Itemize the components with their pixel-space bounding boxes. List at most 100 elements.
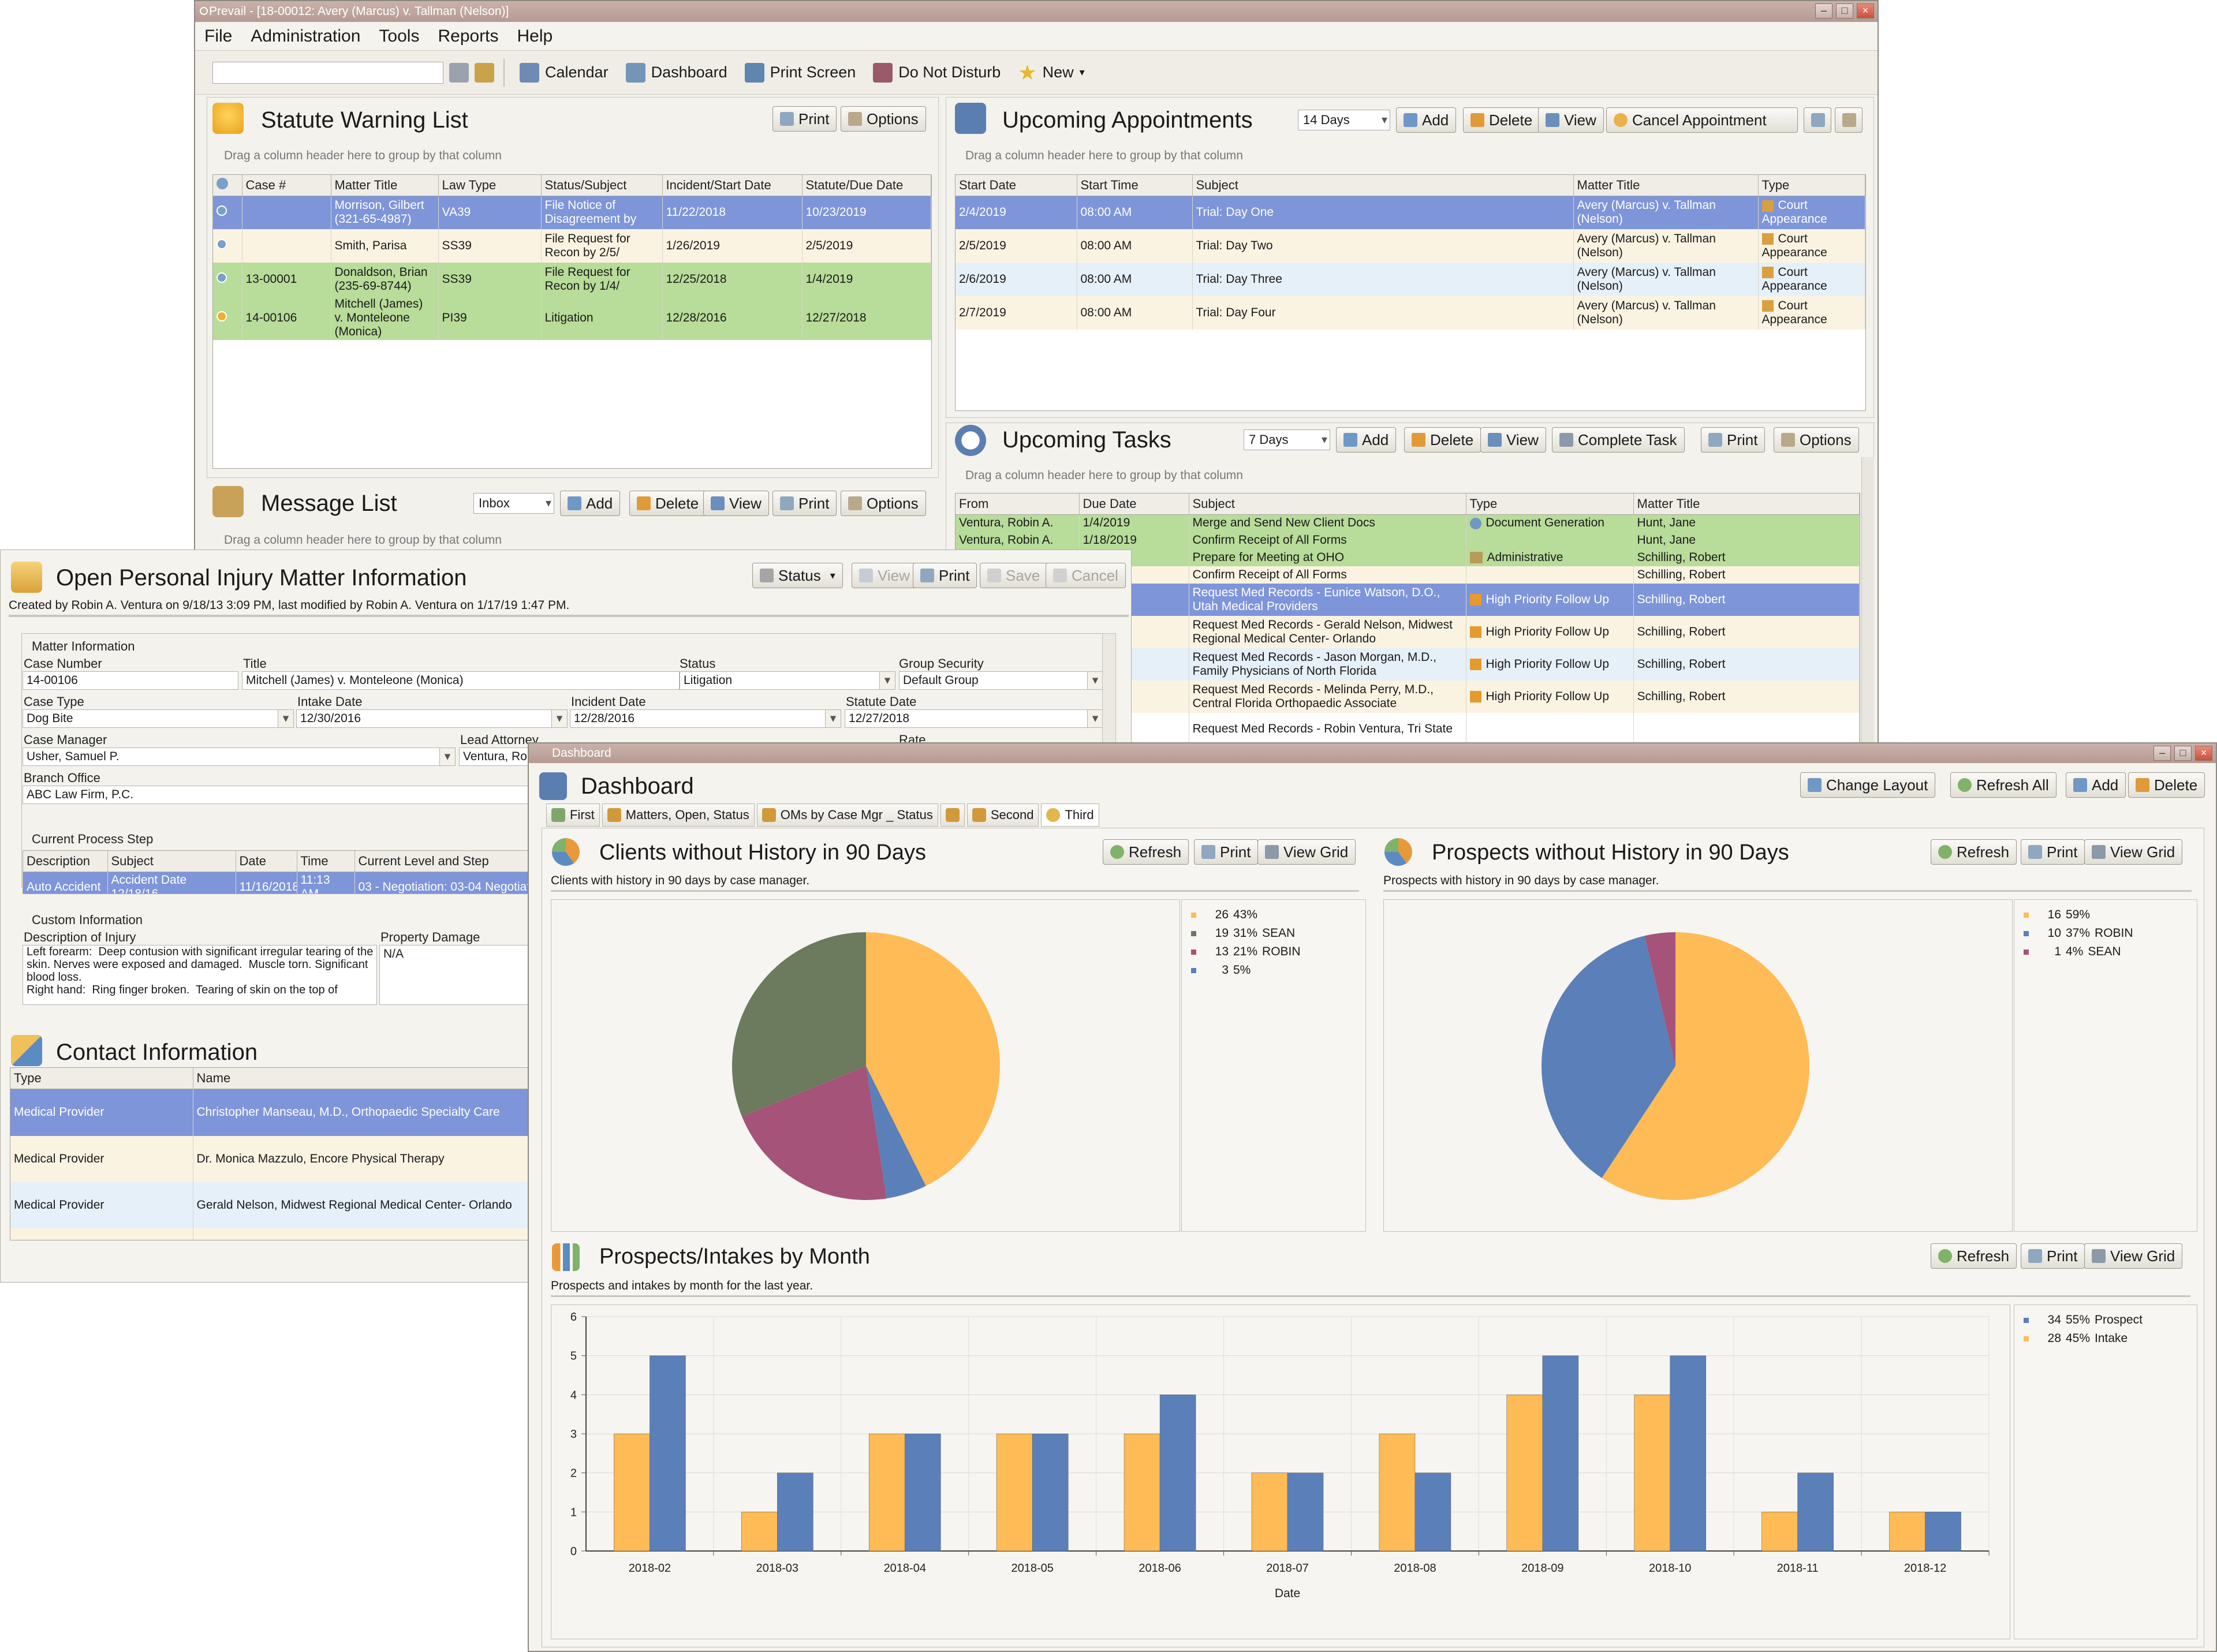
complete-task-button[interactable]: Complete Task bbox=[1552, 427, 1685, 453]
clients-print-button[interactable]: Print bbox=[1194, 839, 1259, 865]
group-security-select[interactable]: Default Group bbox=[899, 671, 1103, 690]
clients-view-grid-button[interactable]: View Grid bbox=[1257, 839, 1356, 865]
tab-oms-by-case-mgr[interactable]: OMs by Case Mgr _ Status bbox=[756, 803, 938, 827]
col-start-date[interactable]: Start Date bbox=[956, 175, 1077, 196]
status-button[interactable]: Status ▾ bbox=[752, 563, 843, 588]
col-date[interactable]: Date bbox=[236, 851, 297, 872]
statute-date-field[interactable]: 12/27/2018 bbox=[845, 709, 1103, 728]
refresh-all-button[interactable]: Refresh All bbox=[1950, 772, 2056, 798]
intakes-print-button[interactable]: Print bbox=[2021, 1243, 2085, 1269]
case-type-select[interactable]: Dog Bite bbox=[23, 709, 294, 728]
intakes-refresh-button[interactable]: Refresh bbox=[1931, 1243, 2017, 1269]
tasks-range-select[interactable]: 7 Days bbox=[1244, 429, 1330, 450]
tab-matters-open-status[interactable]: Matters, Open, Status bbox=[602, 803, 755, 827]
statute-row[interactable]: Smith, Parisa SS39 File Request for Recon … bbox=[213, 229, 931, 263]
appointments-print-button[interactable] bbox=[1804, 107, 1831, 133]
intake-date-field[interactable]: 12/30/2016 bbox=[296, 709, 568, 728]
change-layout-button[interactable]: Change Layout bbox=[1800, 772, 1936, 798]
close-button[interactable]: × bbox=[2195, 746, 2212, 761]
statute-row[interactable]: Morrison, Gilbert (321-65-4987) VA39 File … bbox=[213, 196, 931, 229]
dashboard-add-button[interactable]: Add bbox=[2066, 772, 2126, 798]
col-subject[interactable]: Subject bbox=[1189, 494, 1466, 515]
tasks-add-button[interactable]: Add bbox=[1336, 427, 1397, 453]
menu-administration[interactable]: Administration bbox=[251, 26, 361, 46]
col-incident-date[interactable]: Incident/Start Date bbox=[662, 175, 803, 196]
col-description[interactable]: Description bbox=[23, 851, 108, 872]
menu-file[interactable]: File bbox=[204, 26, 233, 46]
tab-third[interactable]: Third bbox=[1041, 803, 1099, 827]
message-add-button[interactable]: Add bbox=[560, 491, 621, 516]
col-status-subject[interactable]: Status/Subject bbox=[541, 175, 663, 196]
appointment-row[interactable]: 2/6/2019 08:00 AM Trial: Day Three Avery (M… bbox=[956, 263, 1865, 296]
col-type[interactable]: Type bbox=[1758, 175, 1865, 196]
message-options-button[interactable]: Options bbox=[841, 491, 926, 516]
quick-search-input[interactable] bbox=[212, 61, 443, 84]
task-row[interactable]: Request Med Records - Melinda Perry, M.D… bbox=[956, 681, 1860, 713]
tab-first[interactable]: First bbox=[546, 803, 600, 827]
case-manager-select[interactable]: Usher, Samuel P. bbox=[23, 747, 456, 766]
col-from[interactable]: From bbox=[956, 494, 1080, 515]
tasks-view-button[interactable]: View bbox=[1480, 427, 1546, 453]
appointments-range-select[interactable]: 14 Days bbox=[1298, 110, 1390, 130]
col-subject[interactable]: Subject bbox=[1192, 175, 1574, 196]
appointment-row[interactable]: 2/4/2019 08:00 AM Trial: Day One Avery (Mar… bbox=[956, 196, 1865, 229]
tasks-delete-button[interactable]: Delete bbox=[1404, 427, 1481, 453]
clients-refresh-button[interactable]: Refresh bbox=[1103, 839, 1189, 865]
title-field[interactable]: Mitchell (James) v. Monteleone (Monica) bbox=[242, 671, 680, 690]
col-matter-title[interactable]: Matter Title bbox=[331, 175, 439, 196]
matter-print-button[interactable]: Print bbox=[913, 563, 977, 588]
menu-reports[interactable]: Reports bbox=[438, 26, 499, 46]
minimize-button[interactable]: – bbox=[1815, 3, 1832, 18]
message-delete-button[interactable]: Delete bbox=[629, 491, 707, 516]
appointments-options-button[interactable] bbox=[1835, 107, 1863, 133]
col-matter-title[interactable]: Matter Title bbox=[1573, 175, 1759, 196]
col-due-date[interactable]: Due Date bbox=[1079, 494, 1189, 515]
close-button[interactable]: × bbox=[1857, 3, 1874, 18]
task-row[interactable]: Ventura, Robin A. 1/4/2019 Merge and Send … bbox=[956, 514, 1860, 532]
col-time[interactable]: Time bbox=[297, 851, 355, 872]
case-number-field[interactable]: 14-00106 bbox=[23, 671, 238, 690]
prospects-print-button[interactable]: Print bbox=[2021, 839, 2085, 865]
col-type[interactable]: Type bbox=[10, 1068, 193, 1089]
matter-cancel-button[interactable]: Cancel bbox=[1046, 563, 1126, 588]
search-people-icon[interactable] bbox=[449, 62, 469, 83]
do-not-disturb-button[interactable]: Do Not Disturb bbox=[867, 62, 1006, 83]
maximize-button[interactable]: □ bbox=[2174, 746, 2192, 761]
injury-textarea[interactable]: Left forearm: Deep contusion with signif… bbox=[23, 945, 377, 1005]
appointments-add-button[interactable]: Add bbox=[1396, 107, 1457, 133]
col-start-time[interactable]: Start Time bbox=[1077, 175, 1193, 196]
col-status-icon[interactable] bbox=[213, 175, 242, 196]
cancel-appointment-button[interactable]: Cancel Appointment bbox=[1606, 107, 1798, 133]
tab-second[interactable]: Second bbox=[966, 803, 1039, 827]
col-due-date[interactable]: Statute/Due Date bbox=[802, 175, 931, 196]
menu-help[interactable]: Help bbox=[517, 26, 553, 46]
dashboard-button[interactable]: Dashboard bbox=[620, 62, 733, 83]
dashboard-delete-button[interactable]: Delete bbox=[2128, 772, 2205, 798]
tasks-scrollbar[interactable] bbox=[1861, 457, 1874, 743]
tasks-options-button[interactable]: Options bbox=[1774, 427, 1859, 453]
task-row[interactable]: Ventura, Robin A. 1/18/2019 Confirm Receip… bbox=[956, 532, 1860, 549]
col-case-number[interactable]: Case # bbox=[242, 175, 331, 196]
intakes-view-grid-button[interactable]: View Grid bbox=[2084, 1243, 2183, 1269]
appointment-row[interactable]: 2/7/2019 08:00 AM Trial: Day Four Avery (Ma… bbox=[956, 296, 1865, 330]
statute-row[interactable]: 14-00106 Mitchell (James) v. Monteleone (… bbox=[213, 296, 931, 340]
appointments-view-button[interactable]: View bbox=[1538, 107, 1604, 133]
col-law-type[interactable]: Law Type bbox=[438, 175, 542, 196]
tools-icon[interactable] bbox=[475, 62, 494, 83]
col-type[interactable]: Type bbox=[1466, 494, 1634, 515]
prospects-refresh-button[interactable]: Refresh bbox=[1931, 839, 2017, 865]
new-button[interactable]: ★ New ▾ bbox=[1012, 61, 1090, 85]
minimize-button[interactable]: – bbox=[2153, 746, 2171, 761]
calendar-button[interactable]: Calendar bbox=[514, 62, 614, 83]
status-select[interactable]: Litigation bbox=[680, 671, 895, 690]
appointment-row[interactable]: 2/5/2019 08:00 AM Trial: Day Two Avery (Mar… bbox=[956, 229, 1865, 263]
message-folder-select[interactable]: Inbox bbox=[473, 493, 554, 514]
tasks-print-button[interactable]: Print bbox=[1701, 427, 1766, 453]
menu-tools[interactable]: Tools bbox=[379, 26, 420, 46]
maximize-button[interactable]: □ bbox=[1836, 3, 1853, 18]
message-view-button[interactable]: View bbox=[703, 491, 769, 516]
matter-save-button[interactable]: Save bbox=[980, 563, 1048, 588]
message-print-button[interactable]: Print bbox=[772, 491, 837, 516]
statute-print-button[interactable]: Print bbox=[772, 106, 837, 132]
incident-date-field[interactable]: 12/28/2016 bbox=[570, 709, 841, 728]
